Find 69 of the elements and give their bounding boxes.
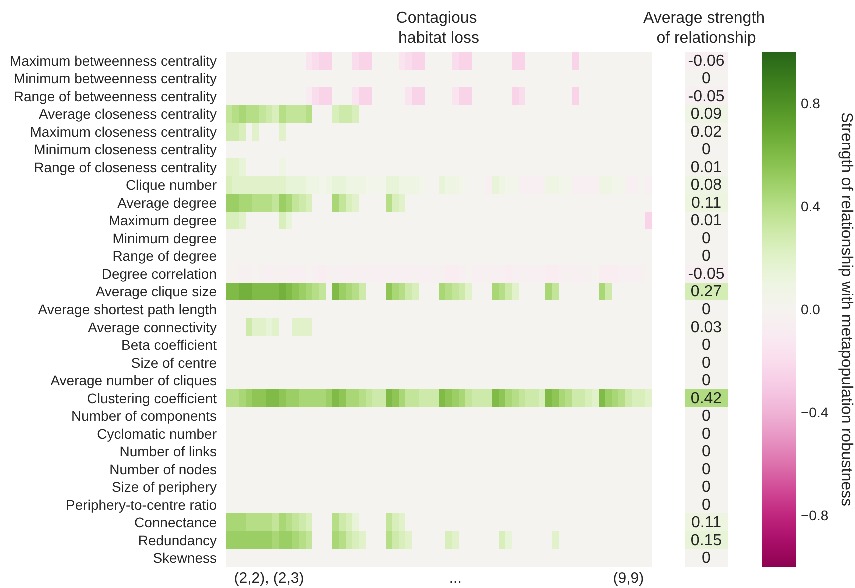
y-tick-label: Average degree (118, 194, 218, 211)
data-label: 0.08 (690, 176, 722, 194)
data-label: 0 (702, 478, 712, 496)
y-tick-label: Minimum degree (112, 230, 218, 246)
y-tick-label: Skewness (153, 550, 217, 566)
y-tick-label: Redundancy (138, 532, 217, 548)
data-label: 0 (702, 336, 712, 354)
data-label: 0 (702, 425, 712, 442)
y-tick-label: Maximum closeness centrality (30, 124, 217, 140)
y-tick-label: Minimum betweenness centrality (14, 70, 217, 87)
data-label: 0 (702, 460, 712, 478)
x-tick-label: ... (449, 570, 462, 586)
data-label: 0.42 (690, 390, 722, 407)
color-bar-label: 0.4 (801, 198, 821, 214)
y-tick-label: Average number of cliques (50, 372, 217, 389)
y-tick-label: Size of centre (131, 354, 218, 371)
data-label: 0.01 (690, 212, 722, 230)
data-label: 0.27 (690, 283, 722, 300)
data-label: 0.15 (690, 532, 722, 549)
data-label: -0.06 (688, 52, 725, 70)
y-tick-label: Average shortest path length (38, 302, 217, 318)
y-tick-label: Degree correlation (102, 266, 217, 282)
data-label: 0 (702, 230, 712, 247)
y-tick-label: Range of degree (112, 248, 218, 264)
data-label: 0 (702, 141, 712, 158)
data-label: 0 (702, 248, 712, 265)
data-label: 0 (702, 443, 712, 460)
y-tick-label: Beta coefficient (122, 337, 218, 354)
y-tick-label: Connectance (134, 514, 218, 531)
data-label: -0.05 (688, 88, 725, 105)
y-tick-label: Average clique size (96, 284, 218, 300)
color-bar-label: 0.8 (801, 96, 821, 112)
data-label: 0.11 (692, 194, 722, 212)
data-label: 0 (702, 496, 712, 514)
color-bar-title: Strength of relationship with metapopulation robustness (838, 112, 855, 507)
data-label: 0.01 (690, 158, 722, 176)
chart-title: Contagious habitat loss (396, 10, 482, 47)
color-bar-label: 0.0 (801, 302, 821, 318)
data-label: 0 (702, 354, 712, 372)
data-label: 0 (702, 372, 712, 390)
y-tick-label: Maximum betweenness centrality (10, 52, 217, 69)
data-label: 0 (702, 408, 712, 425)
data-label: 0.03 (690, 318, 722, 336)
y-tick-label: Range of closeness centrality (34, 159, 217, 176)
data-label: -0.05 (688, 265, 725, 282)
y-tick-label: Average connectivity (88, 319, 217, 336)
y-tick-label: Range of betweenness centrality (14, 88, 217, 104)
color-bar-label: −0.4 (801, 404, 829, 420)
data-label: 0.02 (690, 123, 722, 140)
y-tick-label: Cyclomatic number (97, 426, 218, 442)
y-tick-label: Maximum degree (108, 212, 218, 229)
data-label: 0.11 (692, 514, 722, 532)
color-bar-label: −0.8 (801, 508, 829, 524)
y-tick-label: Number of links (120, 444, 217, 460)
data-label: 0.09 (690, 106, 722, 123)
chart-title: Average strength of relationship (643, 10, 770, 47)
x-tick-label: (9,9) (613, 570, 644, 586)
y-tick-label: Size of periphery (112, 479, 217, 496)
y-tick-label: Number of components (71, 408, 217, 424)
y-tick-label: Minimum closeness centrality (34, 142, 217, 158)
y-tick-label: Periphery-to-centre ratio (66, 496, 218, 513)
y-tick-label: Average closeness centrality (39, 106, 217, 122)
y-tick-label: Number of nodes (110, 461, 217, 478)
y-tick-label: Clique number (126, 177, 218, 194)
y-tick-label: Clustering coefficient (87, 390, 218, 406)
x-tick-label: (2,2), (2,3) (234, 570, 304, 586)
data-label: 0 (702, 70, 712, 88)
data-label: 0 (702, 301, 712, 318)
data-label: 0 (702, 550, 712, 567)
